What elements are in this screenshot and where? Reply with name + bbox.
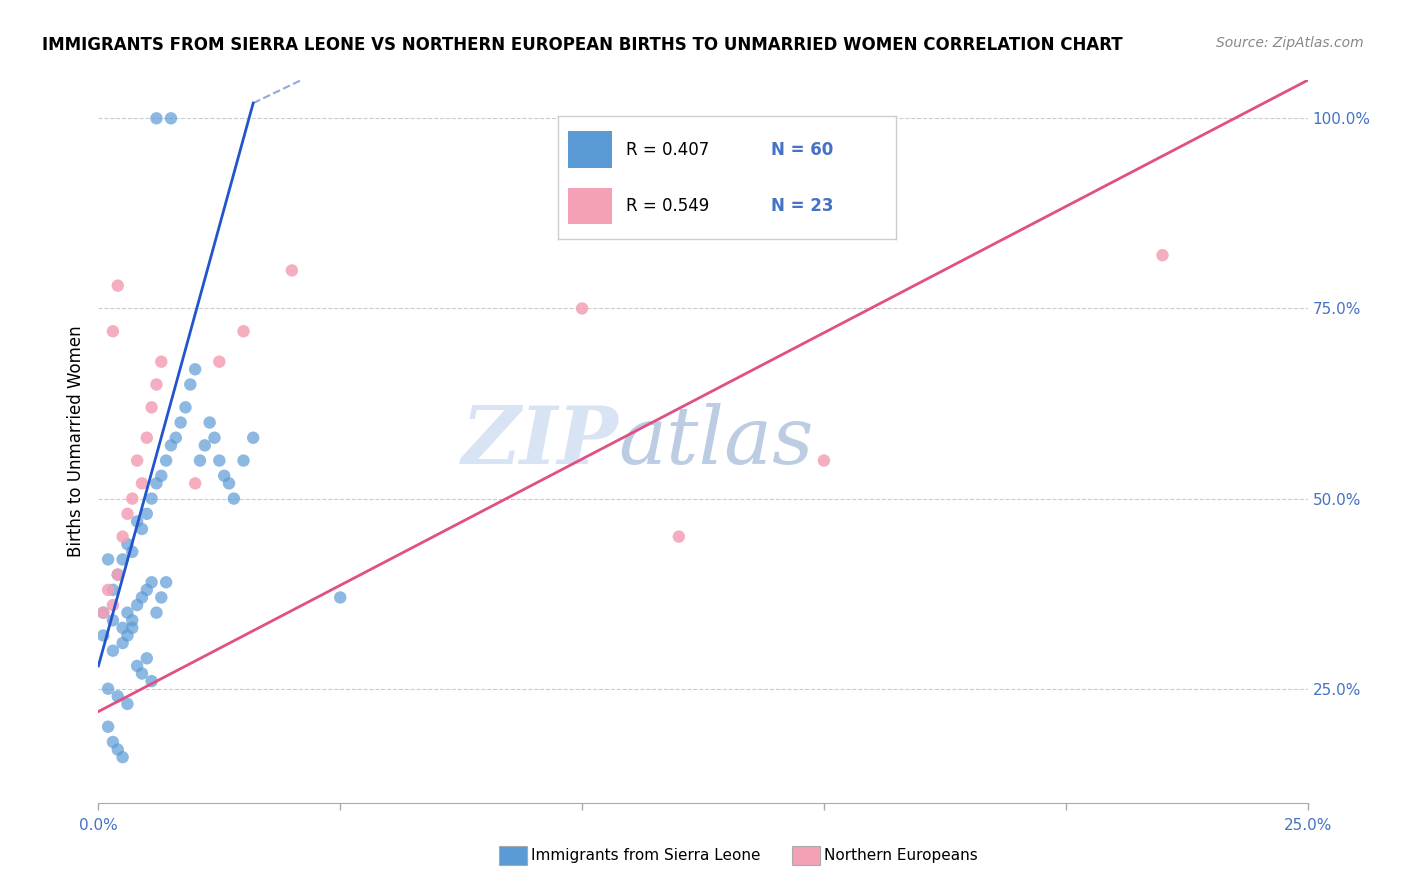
Point <box>135 507 157 521</box>
Point <box>127 598 149 612</box>
Point <box>111 552 134 566</box>
Point <box>212 468 235 483</box>
Point <box>150 354 173 368</box>
Point <box>145 476 167 491</box>
Point <box>111 750 134 764</box>
Point <box>198 416 221 430</box>
Point <box>813 453 835 467</box>
Point <box>155 453 177 467</box>
Point <box>281 263 304 277</box>
Point <box>141 401 163 415</box>
Point <box>135 582 157 597</box>
Point <box>111 621 134 635</box>
Point <box>208 354 231 368</box>
Point <box>91 606 114 620</box>
Point <box>107 567 129 582</box>
Point <box>131 522 153 536</box>
Point <box>208 453 231 467</box>
Text: 0.0%: 0.0% <box>79 818 118 833</box>
Point <box>101 598 124 612</box>
Point <box>141 491 163 506</box>
Point <box>101 613 124 627</box>
Text: 25.0%: 25.0% <box>1284 818 1331 833</box>
Point <box>204 431 226 445</box>
Point <box>131 591 153 605</box>
Point <box>329 591 352 605</box>
Point <box>571 301 593 316</box>
Point <box>107 278 129 293</box>
Point <box>111 636 134 650</box>
Point <box>121 545 143 559</box>
Point <box>150 468 173 483</box>
Point <box>150 591 173 605</box>
Text: Immigrants from Sierra Leone: Immigrants from Sierra Leone <box>531 848 761 863</box>
Point <box>121 621 143 635</box>
Point <box>91 606 114 620</box>
Text: ZIP: ZIP <box>461 403 619 480</box>
Point <box>188 453 211 467</box>
Point <box>121 491 143 506</box>
Point <box>160 112 183 126</box>
Point <box>131 666 153 681</box>
Point <box>194 438 217 452</box>
Point <box>111 530 134 544</box>
Point <box>169 416 191 430</box>
Point <box>101 582 124 597</box>
Y-axis label: Births to Unmarried Women: Births to Unmarried Women <box>66 326 84 558</box>
Point <box>174 401 197 415</box>
Point <box>141 674 163 689</box>
Point <box>165 431 187 445</box>
Point <box>117 697 139 711</box>
Point <box>121 613 143 627</box>
Point <box>101 735 124 749</box>
Point <box>141 575 163 590</box>
Point <box>232 324 254 338</box>
Point <box>145 606 167 620</box>
Point <box>135 651 157 665</box>
Text: IMMIGRANTS FROM SIERRA LEONE VS NORTHERN EUROPEAN BIRTHS TO UNMARRIED WOMEN CORR: IMMIGRANTS FROM SIERRA LEONE VS NORTHERN… <box>42 36 1123 54</box>
Point <box>107 567 129 582</box>
Point <box>135 431 157 445</box>
Point <box>97 582 120 597</box>
Point <box>184 476 207 491</box>
Point <box>179 377 201 392</box>
Point <box>91 628 114 642</box>
Point <box>184 362 207 376</box>
Point <box>131 476 153 491</box>
Point <box>117 606 139 620</box>
Point <box>127 659 149 673</box>
Point <box>101 643 124 657</box>
Point <box>117 507 139 521</box>
Point <box>97 681 120 696</box>
Point <box>107 690 129 704</box>
Point <box>668 530 690 544</box>
Point <box>97 552 120 566</box>
Point <box>145 377 167 392</box>
Point <box>97 720 120 734</box>
Point <box>232 453 254 467</box>
Point <box>218 476 240 491</box>
Point <box>222 491 245 506</box>
Point <box>127 453 149 467</box>
Text: atlas: atlas <box>619 403 814 480</box>
Point <box>1152 248 1174 262</box>
Point <box>242 431 264 445</box>
Point <box>127 515 149 529</box>
Point <box>145 112 167 126</box>
Point <box>107 742 129 756</box>
Point <box>117 628 139 642</box>
Text: Source: ZipAtlas.com: Source: ZipAtlas.com <box>1216 36 1364 50</box>
Point <box>117 537 139 551</box>
Point <box>160 438 183 452</box>
Text: Northern Europeans: Northern Europeans <box>824 848 977 863</box>
Point <box>155 575 177 590</box>
Point <box>101 324 124 338</box>
